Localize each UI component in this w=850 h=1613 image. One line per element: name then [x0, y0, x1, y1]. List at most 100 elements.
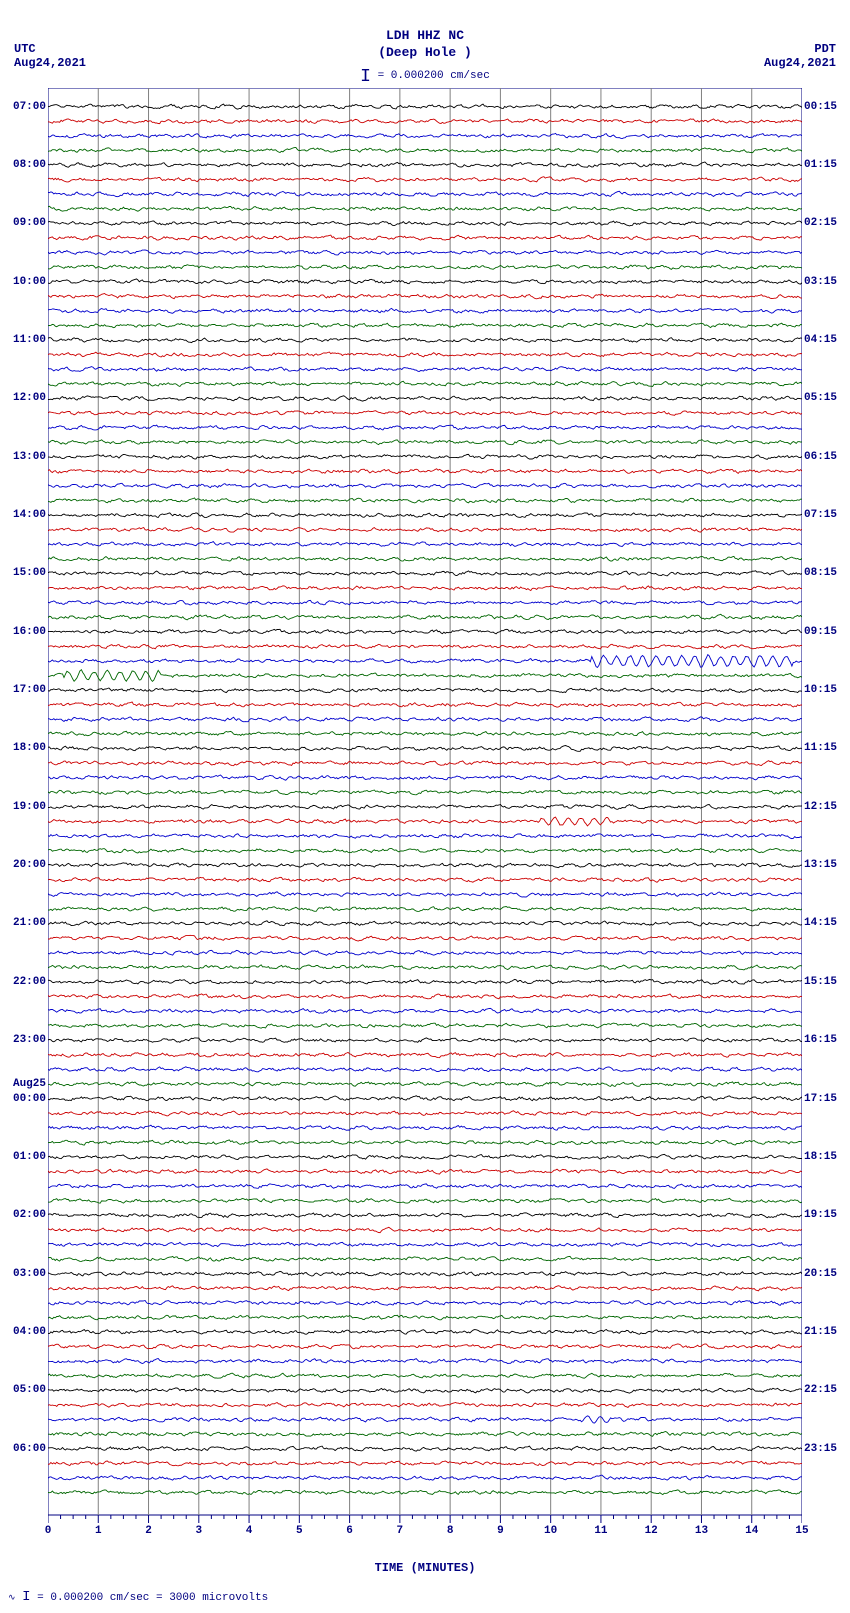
trace-row	[48, 670, 802, 682]
trace-row	[48, 834, 802, 839]
y-right-label: 22:15	[804, 1384, 850, 1396]
trace-row	[48, 848, 802, 853]
trace-row	[48, 1111, 802, 1116]
trace-row	[48, 1169, 802, 1174]
trace-row	[48, 440, 802, 445]
trace-row	[48, 877, 802, 882]
trace-row	[48, 629, 802, 634]
trace-row	[48, 265, 802, 270]
trace-row	[48, 1096, 802, 1101]
y-left-label: 07:00	[0, 101, 46, 113]
trace-row	[48, 1403, 802, 1408]
trace-row	[48, 279, 802, 284]
trace-row	[48, 250, 802, 255]
trace-row	[48, 1125, 802, 1130]
trace-row	[48, 586, 802, 591]
trace-row	[48, 1315, 802, 1320]
y-left-label: 08:00	[0, 159, 46, 171]
y-right-label: 12:15	[804, 801, 850, 813]
trace-row	[48, 907, 802, 912]
trace-row	[48, 1067, 802, 1072]
trace-row	[48, 133, 802, 138]
trace-row	[48, 1154, 802, 1159]
y-right-label: 02:15	[804, 217, 850, 229]
y-left-label: 11:00	[0, 334, 46, 346]
y-left-label: 15:00	[0, 567, 46, 579]
y-right-label: 17:15	[804, 1093, 850, 1105]
trace-row	[48, 775, 802, 780]
y-right-label: 14:15	[804, 917, 850, 929]
y-right-label: 23:15	[804, 1443, 850, 1455]
y-left-label: 16:00	[0, 626, 46, 638]
footer-text: = 0.000200 cm/sec = 3000 microvolts	[37, 1592, 268, 1604]
tz-left-block: UTC Aug24,2021	[14, 42, 86, 71]
y-right-label: 20:15	[804, 1268, 850, 1280]
trace-row	[48, 1475, 802, 1480]
y-right-label: 18:15	[804, 1151, 850, 1163]
trace-row	[48, 221, 802, 226]
footer-scale: ∿ I = 0.000200 cm/sec = 3000 microvolts	[8, 1589, 268, 1605]
y-right-label: 06:15	[804, 451, 850, 463]
trace-row	[48, 1052, 802, 1057]
trace-row	[48, 1373, 802, 1378]
trace-row	[48, 338, 802, 343]
trace-row	[48, 308, 802, 313]
trace-row	[48, 702, 802, 707]
trace-row	[48, 1388, 802, 1393]
trace-row	[48, 425, 802, 430]
x-tick-label: 6	[340, 1525, 360, 1537]
trace-row	[48, 556, 802, 561]
trace-row	[48, 965, 802, 970]
y-right-label: 10:15	[804, 684, 850, 696]
trace-row	[48, 1227, 802, 1232]
trace-row	[48, 1140, 802, 1145]
tz-right-label: PDT	[764, 42, 836, 56]
y-left-label: 00:00	[0, 1093, 46, 1105]
trace-row	[48, 950, 802, 955]
y-left-label: 18:00	[0, 742, 46, 754]
y-right-label: 07:15	[804, 509, 850, 521]
trace-row	[48, 717, 802, 722]
y-left-label: 03:00	[0, 1268, 46, 1280]
trace-row	[48, 104, 802, 109]
trace-row	[48, 498, 802, 503]
y-right-label: 04:15	[804, 334, 850, 346]
trace-row	[48, 411, 802, 416]
y-right-label: 19:15	[804, 1209, 850, 1221]
trace-row	[48, 935, 802, 941]
trace-row	[48, 235, 802, 240]
trace-row	[48, 1213, 802, 1218]
trace-row	[48, 994, 802, 999]
trace-row	[48, 614, 802, 620]
trace-row	[48, 527, 802, 532]
x-axis-title: TIME (MINUTES)	[0, 1561, 850, 1575]
trace-row	[48, 1446, 802, 1451]
trace-row	[48, 731, 802, 736]
trace-row	[48, 761, 802, 766]
trace-row	[48, 483, 802, 488]
x-tick-label: 4	[239, 1525, 259, 1537]
trace-row	[48, 921, 802, 926]
trace-row	[48, 352, 802, 357]
y-left-label: 19:00	[0, 801, 46, 813]
scale-indicator: I = 0.000200 cm/sec	[0, 66, 850, 89]
y-left-label: 04:00	[0, 1326, 46, 1338]
y-right-label: 05:15	[804, 392, 850, 404]
y-right-label: 08:15	[804, 567, 850, 579]
trace-row	[48, 1461, 802, 1466]
trace-row	[48, 191, 802, 196]
trace-row	[48, 892, 802, 897]
x-tick-label: 2	[139, 1525, 159, 1537]
y-left-label: 09:00	[0, 217, 46, 229]
trace-row	[48, 162, 802, 167]
y-right-label: 13:15	[804, 859, 850, 871]
trace-row	[48, 655, 802, 668]
seismogram-plot	[48, 88, 802, 1543]
trace-row	[48, 294, 802, 299]
x-tick-label: 10	[541, 1525, 561, 1537]
trace-row	[48, 1184, 802, 1189]
trace-row	[48, 600, 802, 605]
trace-row	[48, 1023, 802, 1028]
x-tick-label: 0	[38, 1525, 58, 1537]
y-left-label: 14:00	[0, 509, 46, 521]
